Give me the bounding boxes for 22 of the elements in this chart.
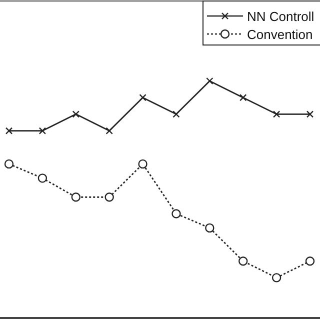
point	[38, 127, 46, 134]
point	[238, 256, 248, 266]
point	[5, 127, 13, 134]
point	[272, 273, 282, 282]
point	[71, 192, 80, 202]
point	[205, 223, 214, 233]
point	[272, 110, 280, 118]
point	[139, 94, 146, 102]
point	[104, 192, 114, 202]
point	[72, 110, 80, 118]
point	[172, 209, 181, 218]
point	[4, 159, 14, 169]
point	[206, 77, 214, 85]
point	[38, 174, 48, 183]
legend-label: Convention	[247, 27, 313, 42]
point	[305, 256, 315, 266]
point	[306, 110, 314, 118]
point	[172, 110, 180, 118]
point	[138, 159, 148, 169]
legend-label: NN Controll	[247, 9, 314, 24]
point	[106, 127, 113, 134]
point	[240, 94, 247, 102]
